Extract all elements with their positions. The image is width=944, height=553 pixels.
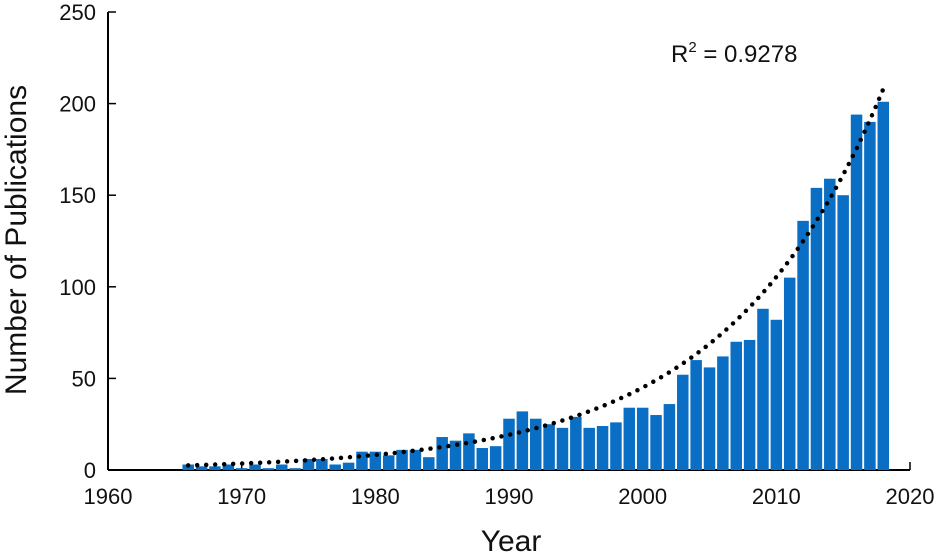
bar-2016 xyxy=(850,114,863,470)
fit-curve xyxy=(185,86,886,468)
bar-1974 xyxy=(289,468,301,470)
y-axis-title: Number of Publications xyxy=(0,85,33,395)
bar-1984 xyxy=(423,457,435,470)
r-squared-base: R xyxy=(671,41,688,68)
bar-2009 xyxy=(757,308,769,470)
bar-1969 xyxy=(222,464,235,470)
bar-2000 xyxy=(636,407,649,470)
bar-1979 xyxy=(356,451,368,470)
bar-1977 xyxy=(329,464,341,470)
x-tick-label-2020: 2020 xyxy=(886,484,935,509)
bar-2006 xyxy=(717,356,729,470)
r-squared-superscript: 2 xyxy=(688,39,696,56)
bar-1980 xyxy=(369,451,382,470)
exponential-fit-line xyxy=(185,86,886,468)
bar-1968 xyxy=(209,466,221,470)
bar-2014 xyxy=(824,178,836,470)
bar-1991 xyxy=(516,411,529,470)
bar-2015 xyxy=(837,195,849,470)
bar-2010 xyxy=(770,319,783,470)
bar-1976 xyxy=(316,459,328,470)
bar-1967 xyxy=(195,466,208,470)
x-tick-labels: 1960 1970 1980 1990 2000 2010 2020 xyxy=(84,484,935,509)
bar-2018 xyxy=(877,101,890,471)
bar-1990 xyxy=(503,418,515,470)
bar-1982 xyxy=(396,449,408,470)
bar-1983 xyxy=(409,449,422,470)
x-tick-label-1990: 1990 xyxy=(485,484,534,509)
bar-2004 xyxy=(690,360,702,470)
x-tick-label-1980: 1980 xyxy=(351,484,400,509)
bar-1973 xyxy=(276,464,288,470)
bar-1987 xyxy=(463,433,475,470)
bar-2008 xyxy=(743,339,756,470)
bar-1996 xyxy=(583,427,595,470)
bar-2013 xyxy=(810,187,823,470)
r-squared-annotation: R2 = 0.9278 xyxy=(671,39,797,68)
bar-1999 xyxy=(623,407,636,470)
bar-1975 xyxy=(302,459,315,470)
bar-2012 xyxy=(797,220,809,470)
x-tick-label-2000: 2000 xyxy=(618,484,667,509)
x-axis-title: Year xyxy=(481,525,542,553)
bar-2003 xyxy=(677,374,689,470)
y-tick-label-100: 100 xyxy=(59,275,96,300)
bar-1986 xyxy=(449,440,462,470)
y-tick-label-200: 200 xyxy=(59,92,96,117)
bar-1972 xyxy=(262,468,275,470)
x-tick-label-2010: 2010 xyxy=(752,484,801,509)
bar-1998 xyxy=(610,422,622,470)
y-tick-label-250: 250 xyxy=(59,0,96,25)
bar-1992 xyxy=(529,418,542,470)
bar-1989 xyxy=(489,446,502,470)
bar-1970 xyxy=(235,468,248,470)
bar-1997 xyxy=(596,426,609,470)
y-tick-label-50: 50 xyxy=(72,366,96,391)
bar-1993 xyxy=(543,424,555,470)
bar-1985 xyxy=(436,437,448,470)
bar-2011 xyxy=(783,277,796,470)
y-tick-label-0: 0 xyxy=(84,458,96,483)
bars xyxy=(182,101,890,471)
bar-2007 xyxy=(730,341,742,470)
x-tick-label-1960: 1960 xyxy=(84,484,133,509)
bar-2002 xyxy=(663,404,676,470)
bar-1981 xyxy=(382,455,395,470)
bar-1995 xyxy=(570,416,582,470)
bar-1978 xyxy=(342,462,355,470)
r-squared-value: = 0.9278 xyxy=(697,41,798,68)
y-tick-labels: 0 50 100 150 200 250 xyxy=(59,0,96,483)
y-tick-label-150: 150 xyxy=(59,183,96,208)
bar-1971 xyxy=(249,464,261,470)
bar-2005 xyxy=(703,367,716,470)
bar-1994 xyxy=(556,427,569,470)
bar-2017 xyxy=(864,121,876,471)
bar-2001 xyxy=(650,415,662,470)
x-tick-label-1970: 1970 xyxy=(217,484,266,509)
bar-1988 xyxy=(476,448,489,470)
